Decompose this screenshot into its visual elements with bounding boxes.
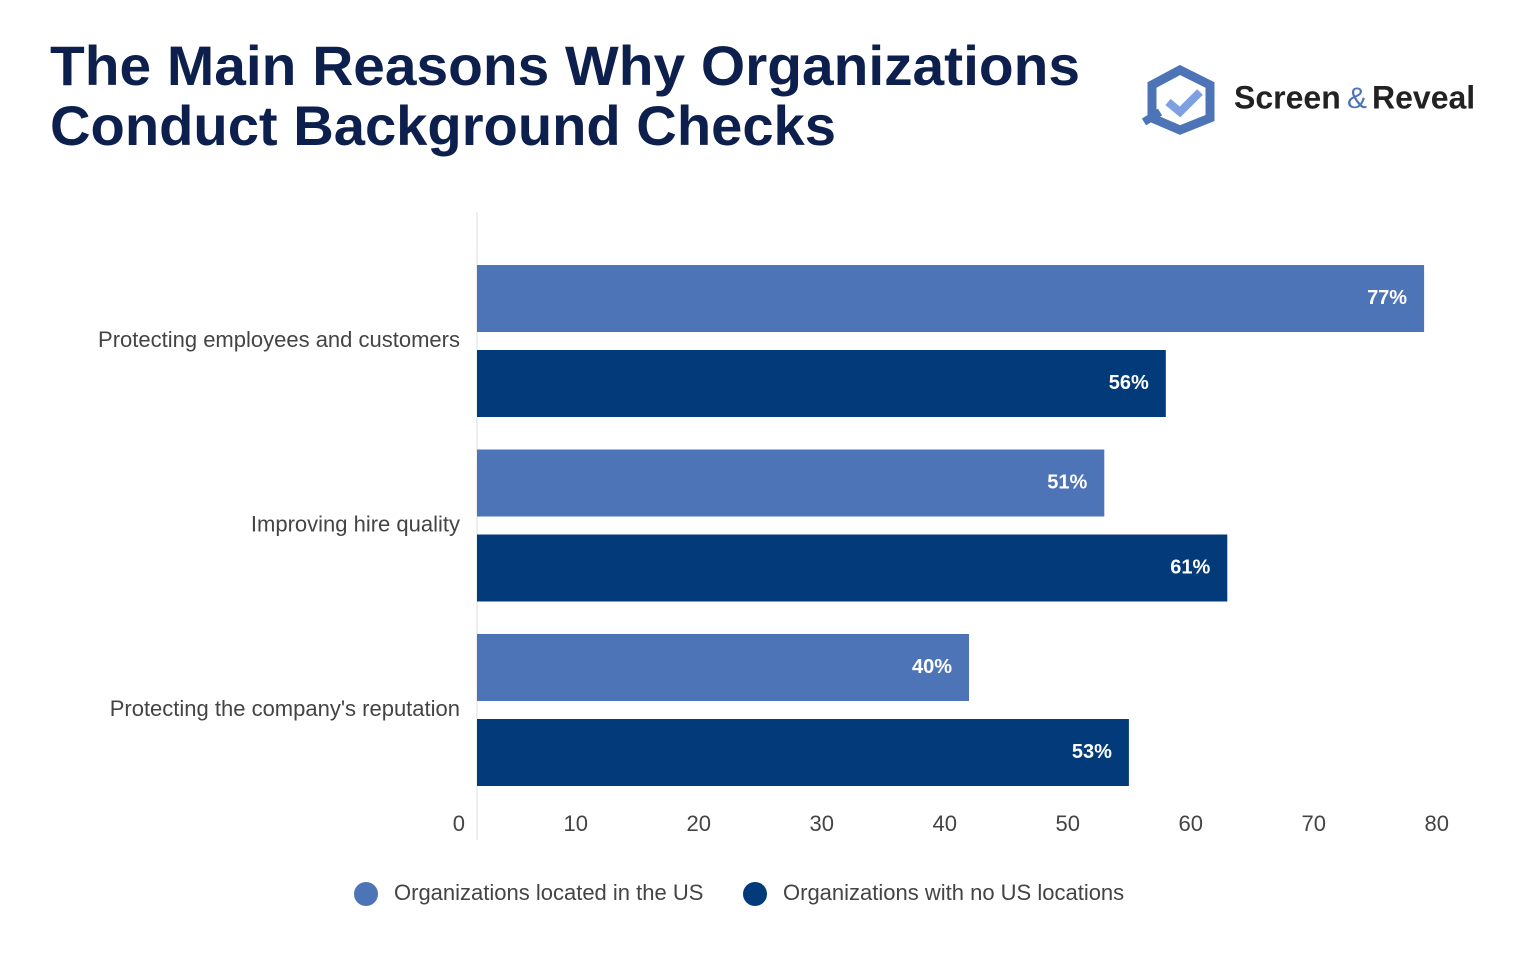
x-tick-label: 30 (810, 811, 834, 836)
x-tick-label: 20 (687, 811, 711, 836)
bar (477, 634, 969, 701)
logo-icon (1147, 64, 1215, 135)
value-label: 61% (1170, 556, 1210, 578)
logo-text: Screen (1234, 79, 1341, 115)
legend-marker (743, 882, 767, 906)
y-tick-label: Improving hire quality (251, 511, 460, 536)
bar (477, 449, 1105, 517)
legend-label: Organizations located in the US (394, 880, 703, 905)
x-tick-label: 70 (1302, 811, 1326, 836)
y-tick-label: Protecting employees and customers (98, 327, 460, 352)
logo-text: Reveal (1372, 79, 1475, 115)
bar (477, 265, 1425, 332)
value-label: 40% (912, 656, 952, 678)
legend-label: Organizations with no US locations (783, 880, 1124, 905)
value-label: 51% (1047, 471, 1087, 493)
bar (477, 719, 1129, 786)
x-tick-label: 80 (1425, 811, 1449, 836)
chart-title: The Main Reasons Why Organizations (50, 34, 1080, 97)
logo-check (1165, 89, 1203, 118)
value-label: 56% (1109, 372, 1149, 394)
legend-marker (354, 882, 378, 906)
x-tick-label: 40 (933, 811, 957, 836)
logo-tail (1141, 108, 1163, 126)
chart-title: Conduct Background Checks (50, 94, 836, 157)
bar (477, 350, 1166, 417)
x-tick-label: 60 (1179, 811, 1203, 836)
x-tick-label: 50 (1056, 811, 1080, 836)
bar (477, 534, 1228, 602)
y-tick-label: Protecting the company's reputation (110, 696, 460, 721)
value-label: 77% (1367, 287, 1407, 309)
x-tick-label: 0 (453, 811, 465, 836)
value-label: 53% (1072, 741, 1112, 763)
x-tick-label: 10 (564, 811, 588, 836)
logo-text: & (1347, 82, 1367, 115)
logo: Screen & Reveal (1141, 64, 1475, 135)
